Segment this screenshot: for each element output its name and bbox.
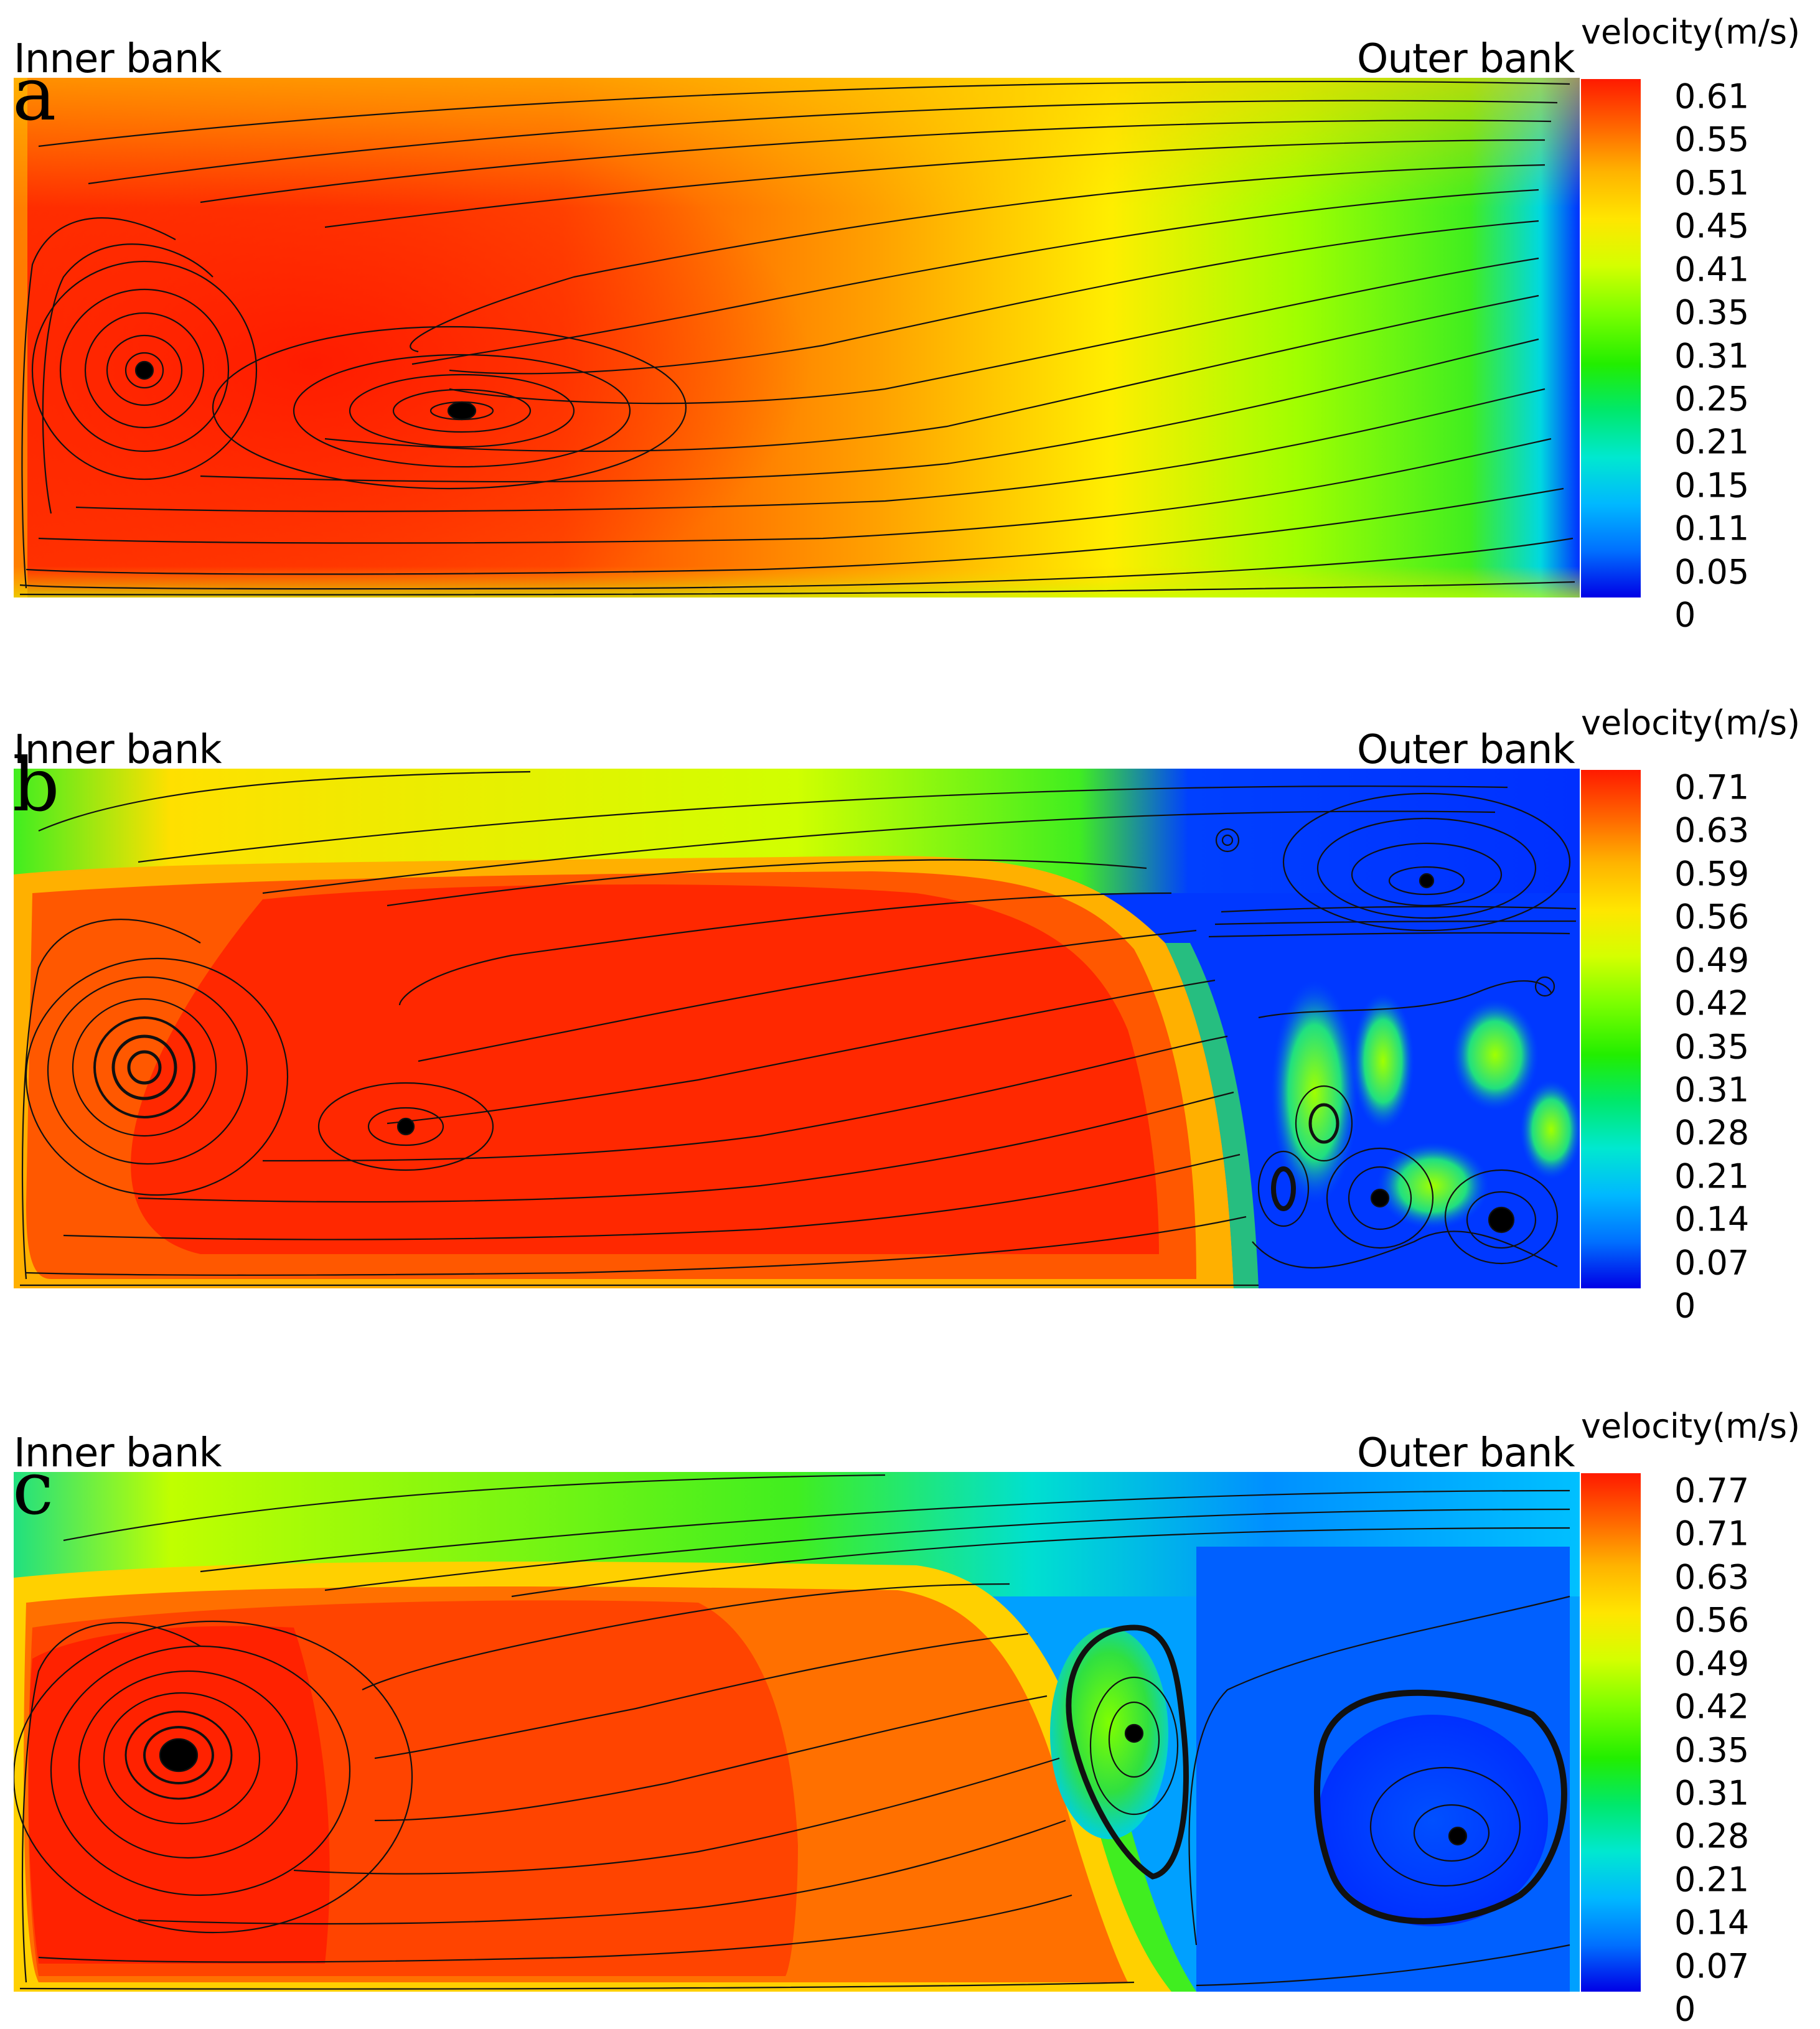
- outer-bank-label: Outer bank: [1357, 1430, 1575, 1476]
- colorbar-tick-label: 0.77: [1674, 1471, 1750, 1511]
- panel-a: Inner bank Outer bank velocity(m/s): [0, 0, 1820, 635]
- colorbar-tick-label: 0.71: [1674, 767, 1750, 807]
- panel-c: Inner bank Outer bank velocity(m/s): [0, 1394, 1820, 2029]
- colorbar-tick-label: 0: [1674, 1286, 1696, 1326]
- colorbar-b: [1581, 770, 1641, 1288]
- colorbar-tick-label: 0: [1674, 595, 1696, 635]
- colorbar-tick-label: 0.63: [1674, 810, 1750, 850]
- vortex-a2: [212, 326, 687, 490]
- colorbar-tick-label: 0.56: [1674, 1600, 1750, 1640]
- panel-letter-b: b: [12, 742, 60, 828]
- colorbar-tick-label: 0.56: [1674, 897, 1750, 937]
- streamlines: [19, 80, 1575, 596]
- colorbar-tick-label: 0.28: [1674, 1113, 1750, 1153]
- colorbar-tick-label: 0.49: [1674, 940, 1750, 980]
- colorbar-ticks: 0.71 0.63 0.59 0.56 0.49 0.42 0.35 0.31 0.28 0.21…: [1674, 767, 1820, 1326]
- colorbar-tick-label: 0.25: [1674, 379, 1750, 419]
- colorbar-tick-label: 0.31: [1674, 1070, 1750, 1110]
- panel-b: Inner bank Outer bank velocity(m/s): [0, 691, 1820, 1326]
- panel-letter-c: c: [12, 1445, 54, 1531]
- outer-bank-label: Outer bank: [1357, 36, 1575, 82]
- inner-bank-label: Inner bank: [14, 727, 222, 773]
- colorbar-tick-label: 0.71: [1674, 1514, 1750, 1553]
- colorbar-tick-label: 0.41: [1674, 250, 1750, 289]
- vortex-b-upper: [1215, 792, 1571, 932]
- colorbar-tick-label: 0.07: [1674, 1946, 1750, 1986]
- colorbar-tick-label: 0.59: [1674, 854, 1750, 894]
- colorbar-tick-label: 0.28: [1674, 1816, 1750, 1856]
- colorbar-title: velocity(m/s): [1581, 1407, 1801, 1446]
- colorbar-tick-label: 0.51: [1674, 163, 1750, 203]
- colorbar-tick-label: 0: [1674, 1989, 1696, 2029]
- colorbar-tick-label: 0.14: [1674, 1903, 1750, 1942]
- vortex-c1: [14, 1620, 413, 1934]
- colorbar-ticks: 0.61 0.55 0.51 0.45 0.41 0.35 0.31 0.25 0.21 0.15…: [1674, 77, 1820, 635]
- vortex-c3: [1314, 1689, 1567, 1924]
- colorbar-tick-label: 0.35: [1674, 1027, 1750, 1066]
- colorbar-c: [1581, 1473, 1641, 1992]
- panel-letter-a: a: [12, 51, 57, 137]
- colorbar-tick-label: 0.07: [1674, 1243, 1750, 1283]
- colorbar-tick-label: 0.31: [1674, 1773, 1750, 1813]
- velocity-field-svg: [14, 1472, 1580, 1992]
- colorbar-tick-label: 0.42: [1674, 1687, 1750, 1727]
- vortex-b1: [25, 957, 289, 1196]
- vortices-b-outer: [1252, 976, 1559, 1269]
- velocity-field: [14, 1472, 1580, 1992]
- colorbar-tick-label: 0.05: [1674, 552, 1750, 592]
- velocity-field-svg: [14, 78, 1580, 597]
- colorbar-tick-label: 0.61: [1674, 77, 1750, 116]
- velocity-field-svg: [14, 769, 1580, 1288]
- colorbar-title: velocity(m/s): [1581, 12, 1801, 52]
- colorbar-tick-label: 0.45: [1674, 206, 1750, 246]
- colorbar-tick-label: 0.21: [1674, 1156, 1750, 1196]
- colorbar-tick-label: 0.21: [1674, 1860, 1750, 1900]
- colorbar-tick-label: 0.35: [1674, 1730, 1750, 1769]
- colorbar-tick-label: 0.21: [1674, 422, 1750, 462]
- velocity-field: [14, 769, 1580, 1288]
- colorbar-tick-label: 0.49: [1674, 1644, 1750, 1684]
- vortex-b2: [317, 1082, 494, 1171]
- colorbar-title: velocity(m/s): [1581, 703, 1801, 743]
- colorbar-tick-label: 0.63: [1674, 1557, 1750, 1597]
- colorbar-tick-label: 0.15: [1674, 466, 1750, 505]
- colorbar-tick-label: 0.42: [1674, 983, 1750, 1023]
- colorbar-a: [1581, 79, 1641, 597]
- vortex-c2: [1066, 1624, 1189, 1880]
- outer-bank-label: Outer bank: [1357, 727, 1575, 773]
- inner-bank-label: Inner bank: [14, 1430, 222, 1476]
- streamlines: [19, 1474, 1570, 1990]
- colorbar-tick-label: 0.35: [1674, 293, 1750, 332]
- colorbar-tick-label: 0.31: [1674, 336, 1750, 375]
- colorbar-tick-label: 0.11: [1674, 508, 1750, 548]
- vortex-a1: [31, 260, 258, 480]
- colorbar-tick-label: 0.14: [1674, 1199, 1750, 1239]
- inner-bank-label: Inner bank: [14, 36, 222, 82]
- velocity-field: [14, 78, 1580, 597]
- colorbar-tick-label: 0.55: [1674, 119, 1750, 159]
- colorbar-ticks: 0.77 0.71 0.63 0.56 0.49 0.42 0.35 0.31 0.28 0.21…: [1674, 1471, 1820, 2029]
